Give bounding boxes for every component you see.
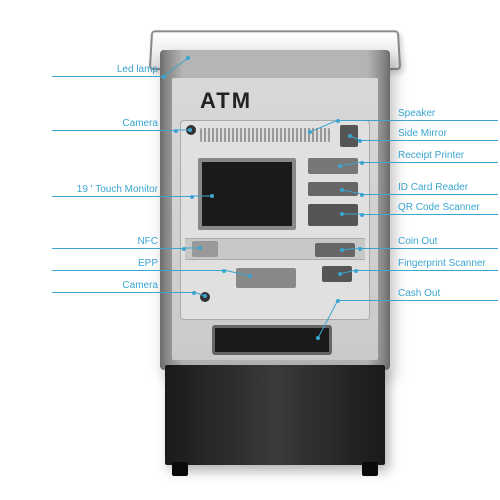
atm-foot-right [362,462,378,476]
underline-touch-monitor [52,196,192,197]
label-camera-low: Camera [50,280,158,291]
underline-led-lamp [52,76,164,77]
underline-fpscanner [356,270,498,271]
camera-top-icon [186,125,196,135]
underline-idcard [362,194,498,195]
label-camera-top: Camera [50,118,158,129]
qr-code-scanner [308,204,358,226]
label-idcard: ID Card Reader [398,182,500,193]
camera-low-icon [200,292,210,302]
underline-receipt [362,162,498,163]
epp-keypad [236,268,296,288]
label-coinout: Coin Out [398,236,500,247]
coin-out-slot [315,243,355,257]
label-cashout: Cash Out [398,288,500,299]
label-touch-monitor: 19 ' Touch Monitor [50,184,158,195]
label-fpscanner: Fingerprint Scanner [398,258,500,269]
diagram-canvas: ATM Led lamp Camera 19 ' Touch Monitor NFC E… [0,0,500,500]
label-epp: EPP [50,258,158,269]
nfc-pad [192,241,218,257]
underline-qrscanner [362,214,498,215]
receipt-printer-slot [308,158,358,174]
underline-camera-low [52,292,194,293]
label-receipt: Receipt Printer [398,150,500,161]
underline-nfc [52,248,184,249]
label-nfc: NFC [50,236,158,247]
underline-side-mirror [360,140,498,141]
underline-camera-top [52,130,176,131]
underline-speaker [338,120,498,121]
underline-coinout [360,248,498,249]
underline-cashout [338,300,498,301]
touch-monitor [198,158,296,230]
side-mirror [340,125,358,147]
id-card-reader-slot [308,182,358,196]
fingerprint-scanner [322,266,352,282]
atm-cabinet [165,365,385,465]
label-led-lamp: Led lamp [50,64,158,75]
label-speaker: Speaker [398,108,500,119]
cash-out-slot [212,325,332,355]
atm-foot-left [172,462,188,476]
speaker-grille [200,128,330,142]
underline-epp [52,270,224,271]
atm-title: ATM [200,88,252,114]
label-qrscanner: QR Code Scanner [398,202,500,213]
label-side-mirror: Side Mirror [398,128,500,139]
